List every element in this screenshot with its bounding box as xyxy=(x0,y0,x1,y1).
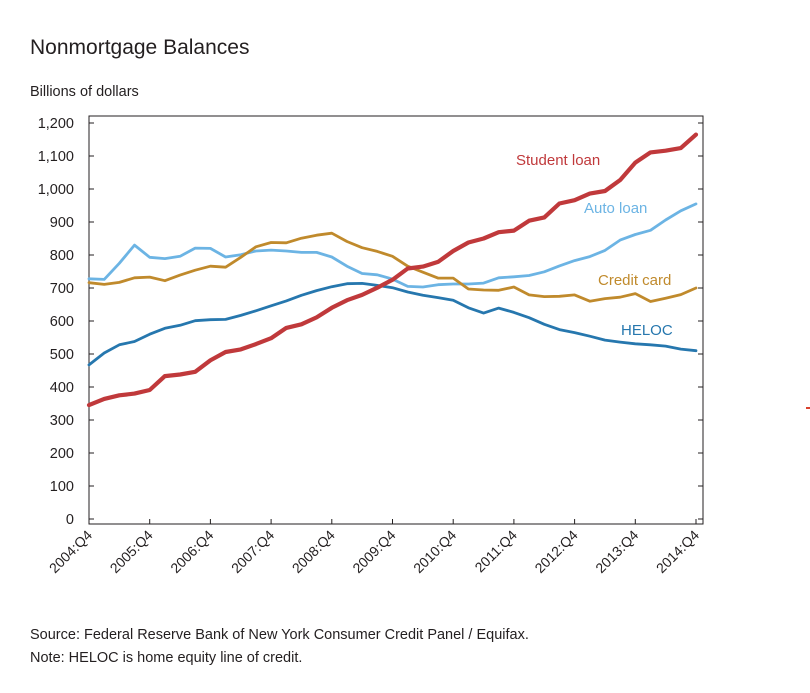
series-label-credit-card: Credit card xyxy=(598,272,671,289)
edge-mark xyxy=(806,407,810,409)
y-tick-label: 400 xyxy=(50,380,74,396)
y-tick-label: 600 xyxy=(50,314,74,330)
chart-notes: Source: Federal Reserve Bank of New York… xyxy=(30,624,529,670)
y-tick-label: 700 xyxy=(50,281,74,297)
y-tick-label: 300 xyxy=(50,413,74,429)
x-tick-label: 2010:Q4 xyxy=(410,527,459,576)
series-labels: Student loan Auto loan Credit card HELOC xyxy=(516,152,673,339)
y-tick-label: 1,100 xyxy=(38,149,74,165)
heloc-note: Note: HELOC is home equity line of credi… xyxy=(30,650,303,666)
x-tick-label: 2012:Q4 xyxy=(531,527,580,576)
x-axis: 2004:Q4 2005:Q4 2006:Q4 2007:Q4 2008:Q4 2009:… xyxy=(46,519,702,576)
series-line-heloc xyxy=(87,281,698,367)
plot-frame xyxy=(88,115,704,525)
y-tick-label: 800 xyxy=(50,248,74,264)
plot-border xyxy=(88,115,704,525)
series-label-student-loan: Student loan xyxy=(516,152,600,169)
series-line-credit-card xyxy=(87,231,698,303)
series-label-heloc: HELOC xyxy=(621,322,673,339)
y-tick-label: 200 xyxy=(50,446,74,462)
y-axis: 0 100 200 300 400 500 600 700 800 900 1,000 1,100 1,… xyxy=(38,116,703,528)
x-tick-label: 2006:Q4 xyxy=(167,527,216,576)
series-line-student-loan xyxy=(86,132,699,408)
series-label-auto-loan: Auto loan xyxy=(584,200,647,217)
x-tick-label: 2007:Q4 xyxy=(228,527,277,576)
series-lines xyxy=(86,132,699,408)
y-tick-label: 1,000 xyxy=(38,182,74,198)
x-tick-label: 2013:Q4 xyxy=(592,527,641,576)
y-tick-label: 500 xyxy=(50,347,74,363)
y-tick-label: 0 xyxy=(66,512,74,528)
x-tick-label: 2008:Q4 xyxy=(289,527,338,576)
y-tick-label: 1,200 xyxy=(38,116,74,132)
x-tick-label: 2011:Q4 xyxy=(471,527,520,576)
source-note: Source: Federal Reserve Bank of New York… xyxy=(30,627,529,643)
x-tick-label: 2009:Q4 xyxy=(349,527,398,576)
x-tick-label: 2014:Q4 xyxy=(653,527,702,576)
y-axis-unit-label: Billions of dollars xyxy=(30,84,139,100)
chart-title: Nonmortgage Balances xyxy=(30,36,250,59)
x-tick-label: 2005:Q4 xyxy=(107,527,156,576)
y-tick-label: 100 xyxy=(50,479,74,495)
y-tick-label: 900 xyxy=(50,215,74,231)
x-tick-label: 2004:Q4 xyxy=(46,527,95,576)
